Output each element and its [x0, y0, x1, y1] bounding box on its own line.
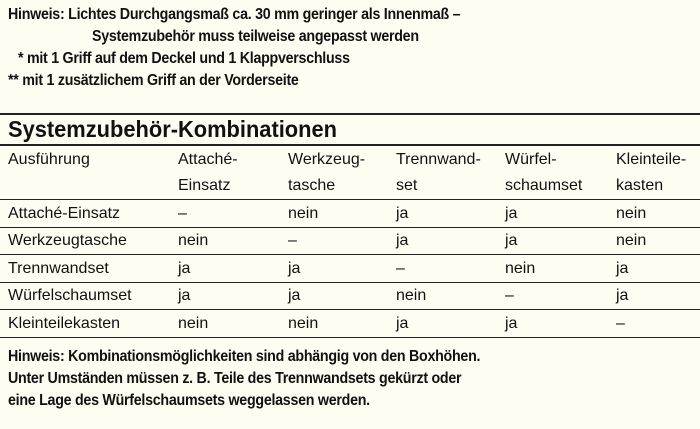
table-cell: ja	[396, 205, 409, 222]
table-cell: nein	[178, 232, 209, 250]
table-title: Systemzubehör-Kombinationen	[8, 116, 337, 142]
table-cell: –	[396, 259, 405, 277]
table-cell: ja	[505, 314, 518, 332]
table-cell: ja	[178, 287, 191, 305]
table-cell: –	[616, 314, 625, 332]
row-divider	[0, 227, 700, 228]
row-label: Attaché-Einsatz	[8, 205, 121, 222]
note-top-3: * mit 1 Griff auf dem Deckel und 1 Klapp…	[18, 50, 350, 67]
table-cell: ja	[616, 259, 629, 277]
column-header: Werkzeug-	[288, 151, 366, 168]
table-cell: ja	[288, 259, 301, 277]
table-cell: –	[505, 287, 514, 305]
table-cell: ja	[505, 232, 518, 250]
row-label: Werkzeugtasche	[8, 232, 127, 250]
table-cell: nein	[396, 287, 427, 305]
row-label: Trennwandset	[8, 259, 109, 277]
row-label: Kleinteilekasten	[8, 314, 121, 332]
table-cell: ja	[288, 287, 301, 305]
row-divider	[0, 254, 700, 255]
rule-title	[0, 144, 700, 146]
note-bottom-line: Unter Umständen müssen z. B. Teile des T…	[8, 370, 462, 387]
rule-header	[0, 199, 700, 200]
column-header: Trennwand-	[396, 151, 481, 168]
table-cell: –	[288, 232, 297, 250]
table-cell: nein	[288, 314, 319, 332]
table-cell: ja	[505, 205, 518, 222]
note-bottom-line: Hinweis: Kombinationsmöglichkeiten sind …	[8, 348, 481, 365]
row-divider	[0, 309, 700, 310]
note-top-1: Hinweis: Lichtes Durchgangsmaß ca. 30 mm…	[8, 6, 461, 23]
column-header: schaumset	[505, 177, 583, 194]
table-cell: nein	[178, 314, 209, 332]
table-cell: nein	[288, 205, 319, 222]
column-header: Kleinteile-	[616, 151, 687, 168]
row-divider	[0, 337, 700, 338]
table-cell: ja	[616, 287, 629, 305]
row-divider	[0, 282, 700, 283]
column-header: Ausführung	[8, 151, 90, 168]
row-label: Würfelschaumset	[8, 287, 132, 305]
table-cell: –	[178, 205, 187, 222]
table-cell: nein	[616, 232, 647, 250]
table-cell: ja	[396, 232, 409, 250]
column-header: tasche	[288, 177, 336, 194]
table-cell: ja	[178, 259, 191, 277]
column-header: Einsatz	[178, 177, 231, 194]
column-header: kasten	[616, 177, 664, 194]
note-top-4: ** mit 1 zusätzlichem Griff an der Vorde…	[8, 72, 299, 89]
table-cell: ja	[396, 314, 409, 332]
table-cell: nein	[616, 205, 647, 222]
note-bottom-line: eine Lage des Würfelschaumsets weggelass…	[8, 392, 370, 409]
column-header: Attaché-	[178, 151, 238, 168]
rule-top	[0, 113, 700, 115]
column-header: Würfel-	[505, 151, 557, 168]
table-cell: nein	[505, 259, 536, 277]
column-header: set	[396, 177, 418, 194]
note-top-2: Systemzubehör muss teilweise angepasst w…	[92, 28, 419, 45]
